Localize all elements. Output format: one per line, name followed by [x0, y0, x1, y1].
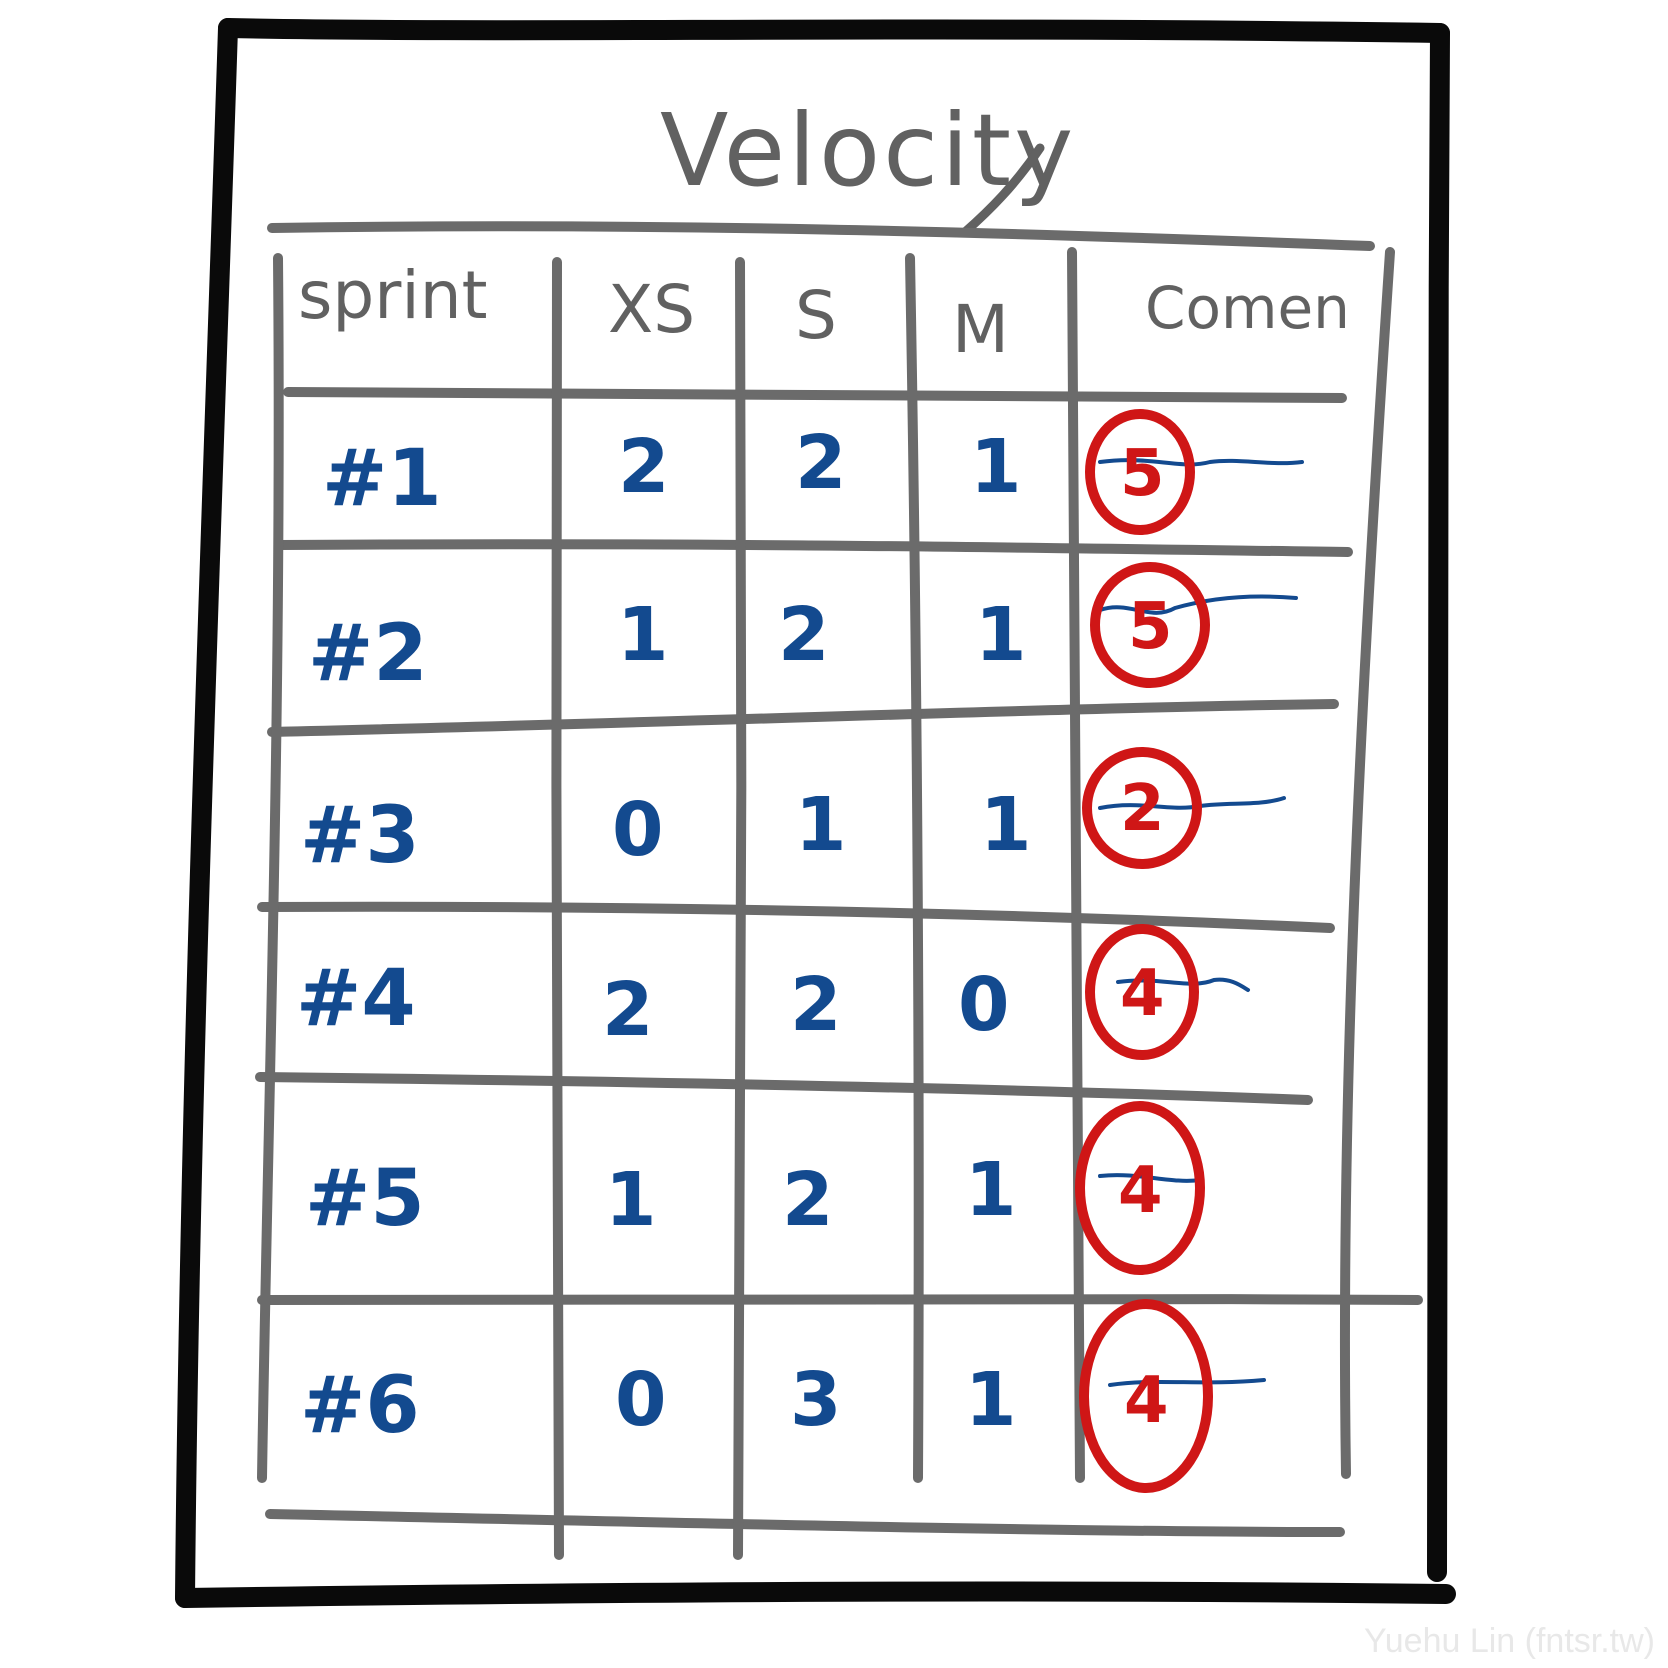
row-4-sprint: #4: [296, 954, 416, 1044]
row-6-total: 4: [1124, 1364, 1169, 1438]
row-3-m: 1: [980, 782, 1032, 868]
row-4-m: 0: [958, 962, 1010, 1048]
total-3-circle: [1082, 747, 1202, 869]
row-6-xs: 0: [615, 1357, 667, 1443]
title-underline-tail: [960, 143, 1045, 237]
circled-total-values: 5 5 2 4 4 4: [1118, 437, 1173, 1438]
row-3-xs: 0: [612, 787, 664, 873]
header-m: M: [952, 291, 1009, 368]
row-2-m: 1: [975, 592, 1027, 678]
total-2-circle: [1090, 562, 1210, 688]
row-6: #6 0 3 1: [300, 1357, 1017, 1451]
row-1-xs: 2: [618, 424, 670, 510]
row-4-s: 2: [790, 962, 842, 1048]
row-5-m: 1: [965, 1147, 1017, 1233]
chart-title: Velocity: [660, 92, 1076, 209]
total-5-circle: [1075, 1101, 1205, 1275]
row-1-total: 5: [1120, 437, 1165, 511]
row-5-s: 2: [782, 1157, 834, 1243]
row-6-m: 1: [965, 1357, 1017, 1443]
column-headers: sprint XS S M Comen: [298, 257, 1350, 368]
row-2-total: 5: [1128, 590, 1173, 664]
row-5-xs: 1: [605, 1157, 657, 1243]
row-3-s: 1: [795, 782, 847, 868]
row-5: #5 1 2 1: [305, 1147, 1017, 1244]
circled-totals: [1075, 409, 1213, 1493]
row-1-sprint: #1: [322, 434, 442, 524]
row-4-total: 4: [1120, 957, 1165, 1031]
row-6-s: 3: [790, 1357, 842, 1443]
row-3-sprint: #3: [300, 791, 420, 881]
row-6-sprint: #6: [300, 1361, 420, 1451]
row-2-s: 2: [778, 592, 830, 678]
row-1-m: 1: [970, 424, 1022, 510]
header-comment: Comen: [1145, 274, 1350, 342]
table-grid: [255, 221, 1423, 1560]
header-sprint: sprint: [298, 257, 487, 334]
total-4-circle: [1085, 924, 1199, 1060]
row-4-xs: 2: [602, 967, 654, 1053]
row-3: #3 0 1 1: [300, 782, 1032, 881]
header-s: S: [795, 277, 837, 354]
row-3-total: 2: [1120, 772, 1165, 846]
row-1: #1 2 2 1: [322, 420, 1022, 524]
header-xs: XS: [608, 271, 695, 348]
artist-credit: Yuehu Lin (fntsr.tw): [1364, 1622, 1655, 1660]
row-5-sprint: #5: [305, 1154, 425, 1244]
outer-frame: [175, 18, 1456, 1608]
row-1-s: 2: [795, 420, 847, 506]
total-1-circle: [1085, 409, 1195, 535]
row-2-sprint: #2: [308, 609, 428, 699]
total-6-circle: [1079, 1299, 1213, 1493]
row-4: #4 2 2 0: [296, 954, 1010, 1053]
row-2-xs: 1: [617, 592, 669, 678]
row-5-total: 4: [1118, 1154, 1163, 1228]
row-2: #2 1 2 1: [308, 592, 1027, 699]
